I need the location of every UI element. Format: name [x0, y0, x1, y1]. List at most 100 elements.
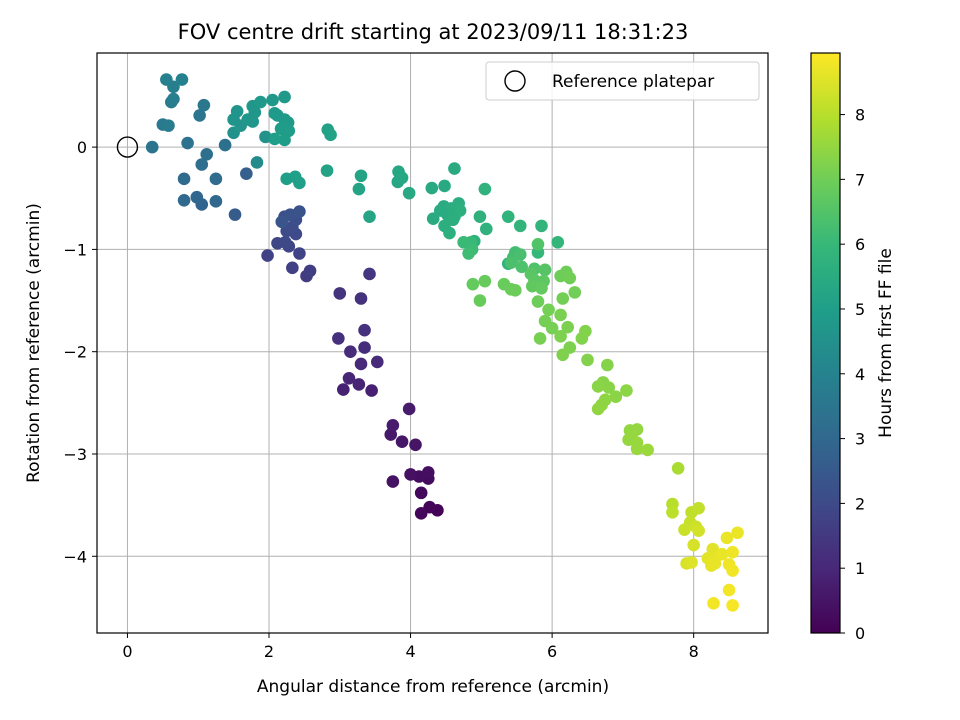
colorbar-tick-label: 7 — [855, 170, 865, 189]
y-tick-label: −1 — [63, 240, 87, 259]
data-point — [443, 226, 456, 240]
x-tick-label: 6 — [547, 642, 557, 661]
data-point — [692, 524, 705, 538]
colorbar-tick-label: 4 — [855, 365, 865, 384]
data-point — [240, 167, 253, 181]
data-point — [542, 303, 555, 317]
data-point — [332, 332, 345, 345]
data-point — [509, 284, 522, 297]
data-point — [591, 380, 605, 393]
data-point — [365, 384, 378, 397]
data-point — [145, 140, 159, 154]
data-point — [358, 341, 371, 354]
y-tick-label: −3 — [63, 445, 87, 464]
data-point — [620, 384, 633, 397]
data-point — [177, 172, 191, 186]
data-point — [209, 195, 223, 208]
data-point — [641, 443, 654, 457]
data-point — [601, 358, 614, 372]
data-point — [722, 583, 736, 597]
y-axis-label: Rotation from reference (arcmin) — [24, 203, 44, 483]
data-point — [579, 324, 592, 338]
data-point — [352, 182, 366, 196]
data-point — [160, 73, 173, 86]
data-point — [692, 501, 705, 515]
data-point — [344, 345, 357, 358]
data-point — [478, 182, 492, 196]
colorbar-tick-label: 2 — [855, 494, 865, 513]
data-point — [678, 523, 691, 536]
colorbar-label: Hours from first FF file — [876, 248, 896, 438]
y-tick-label: −2 — [63, 343, 87, 362]
data-point — [320, 164, 334, 177]
data-point — [426, 212, 440, 226]
colorbar-tick-label: 6 — [855, 235, 865, 254]
data-point — [268, 132, 281, 146]
data-point — [333, 287, 347, 300]
data-point — [609, 390, 623, 404]
data-point — [162, 119, 175, 132]
data-point — [193, 109, 206, 122]
legend-reference-marker-icon — [504, 70, 526, 92]
data-point — [266, 93, 279, 107]
data-point — [395, 435, 409, 449]
y-axis-ticks: 0 −1 −2 −3 −4 — [63, 138, 97, 566]
data-point — [230, 105, 244, 118]
data-point — [438, 179, 451, 193]
data-point — [531, 237, 545, 251]
data-point — [354, 357, 368, 371]
data-point — [200, 147, 214, 161]
data-point — [504, 256, 518, 270]
data-point — [726, 545, 739, 559]
x-axis-ticks: 0 2 4 6 8 — [122, 633, 699, 661]
data-point — [554, 308, 567, 322]
x-tick-label: 4 — [405, 642, 415, 661]
data-point — [402, 186, 416, 200]
data-point — [395, 171, 409, 185]
data-point — [337, 383, 350, 396]
data-point — [209, 172, 223, 186]
data-point — [513, 219, 527, 233]
colorbar-tick-label: 8 — [855, 106, 865, 125]
data-point — [280, 172, 293, 186]
data-point — [177, 194, 191, 207]
data-point — [404, 468, 417, 481]
data-point — [720, 531, 734, 545]
data-point — [602, 381, 616, 394]
data-point — [726, 564, 739, 577]
data-point — [167, 92, 180, 106]
data-point — [551, 235, 565, 249]
data-point — [421, 466, 435, 479]
data-point — [715, 547, 729, 561]
data-point — [278, 133, 291, 147]
data-point — [501, 210, 515, 223]
data-point — [354, 169, 368, 183]
data-point — [278, 90, 291, 104]
data-point — [354, 292, 368, 305]
data-point — [726, 599, 739, 612]
data-point — [370, 355, 384, 369]
legend-label-reference-platepar: Reference platepar — [552, 72, 714, 92]
data-point — [685, 556, 698, 569]
x-axis-label: Angular distance from reference (arcmin) — [257, 677, 609, 697]
data-point — [630, 442, 644, 456]
plot-frame — [96, 52, 769, 634]
data-point — [731, 526, 744, 540]
data-point — [581, 353, 594, 367]
colorbar-tick-label: 5 — [855, 300, 865, 319]
data-point — [457, 235, 470, 249]
data-point — [293, 176, 306, 190]
data-point — [293, 247, 306, 260]
data-point — [261, 249, 274, 262]
colorbar-tick-label: 3 — [855, 430, 865, 449]
data-point — [448, 162, 461, 175]
data-point — [386, 475, 400, 488]
data-point — [666, 505, 679, 519]
x-tick-label: 2 — [264, 642, 274, 661]
data-point — [554, 330, 567, 343]
data-point — [324, 128, 337, 142]
data-point — [591, 402, 605, 416]
data-point — [254, 95, 267, 109]
data-point — [538, 263, 552, 277]
